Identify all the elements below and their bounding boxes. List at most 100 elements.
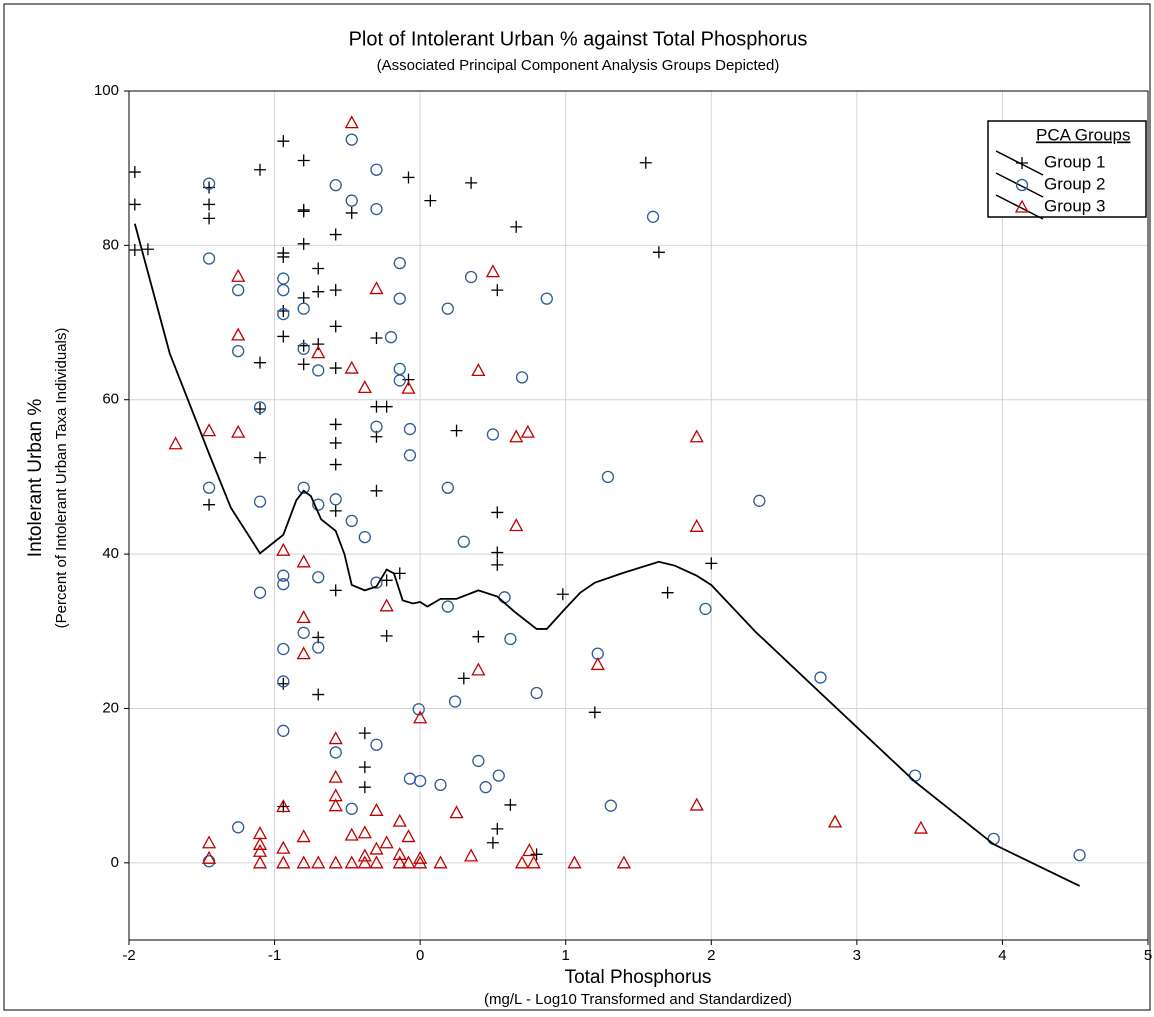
point [202, 481, 216, 494]
point [297, 481, 310, 494]
y-tick-label: 100 [94, 82, 119, 99]
point [424, 194, 437, 207]
point [345, 514, 358, 527]
point [201, 423, 217, 437]
y-tick-label: 0 [111, 854, 119, 871]
point [254, 356, 267, 369]
point [253, 586, 267, 599]
point [344, 827, 359, 841]
point [253, 495, 267, 508]
point [433, 855, 448, 869]
point [450, 424, 463, 437]
point [277, 284, 290, 297]
point [344, 360, 359, 374]
point [689, 429, 704, 443]
point [277, 307, 290, 321]
point [689, 518, 704, 532]
point [297, 302, 310, 315]
point [486, 428, 500, 441]
point [520, 424, 535, 438]
point [329, 584, 342, 597]
legend-line [995, 172, 1044, 198]
point [392, 846, 407, 860]
point [401, 855, 416, 869]
point [1073, 849, 1086, 862]
point [567, 855, 582, 869]
point [402, 171, 415, 184]
point [514, 855, 530, 869]
point [296, 829, 311, 843]
point [297, 205, 310, 218]
point [485, 264, 501, 278]
x-tick-label: -1 [268, 947, 281, 964]
point [357, 380, 372, 394]
y-axis-title: Intolerant Urban % [25, 399, 46, 558]
point [491, 506, 504, 519]
point [357, 825, 372, 839]
legend-label: Group 3 [1044, 196, 1105, 215]
point [329, 179, 342, 192]
point [661, 586, 674, 599]
point [297, 291, 310, 304]
point [345, 194, 358, 207]
point [380, 574, 393, 587]
point [413, 850, 428, 864]
legend-marker [1016, 157, 1028, 169]
point [277, 330, 290, 343]
point [277, 642, 290, 656]
point [232, 345, 245, 358]
y-tick-label: 60 [102, 391, 119, 408]
point [530, 686, 543, 700]
point [254, 451, 267, 464]
point [491, 558, 504, 571]
chart-subtitle: (Associated Principal Component Analysis… [377, 57, 780, 74]
point [449, 805, 464, 819]
point [393, 292, 406, 305]
point [201, 835, 217, 849]
y-tick-label: 20 [102, 699, 119, 716]
point [515, 371, 529, 384]
point [601, 470, 615, 483]
point [441, 481, 454, 494]
point [297, 342, 310, 355]
point [392, 855, 407, 869]
legend-line [995, 194, 1044, 220]
point [370, 420, 383, 433]
point [370, 400, 383, 413]
point [254, 163, 267, 176]
point [814, 671, 827, 684]
point [491, 546, 504, 559]
point [202, 177, 216, 190]
y-tick-label: 40 [102, 545, 119, 562]
point [380, 400, 393, 413]
point [403, 422, 417, 436]
point [296, 855, 311, 869]
point [312, 262, 325, 275]
point [402, 373, 415, 386]
point [231, 424, 246, 438]
point [486, 836, 499, 849]
point [753, 494, 766, 507]
point [472, 754, 485, 768]
point [491, 284, 504, 297]
point [329, 228, 342, 241]
point [370, 331, 383, 344]
y-axis-subtitle: (Percent of Intolerant Urban Taxa Indivi… [53, 328, 70, 629]
point [705, 557, 718, 570]
x-axis-title: Total Phosphorus [565, 967, 712, 988]
point [168, 436, 183, 450]
point [329, 458, 342, 471]
point [472, 630, 485, 643]
x-tick-label: 3 [853, 947, 861, 964]
point [203, 212, 216, 225]
point [277, 135, 290, 148]
point [312, 688, 325, 701]
point [370, 484, 383, 497]
point [471, 662, 486, 676]
point [465, 176, 478, 189]
point [556, 588, 569, 601]
point [604, 799, 617, 812]
point [590, 657, 605, 671]
point [297, 237, 310, 250]
point [311, 855, 326, 869]
